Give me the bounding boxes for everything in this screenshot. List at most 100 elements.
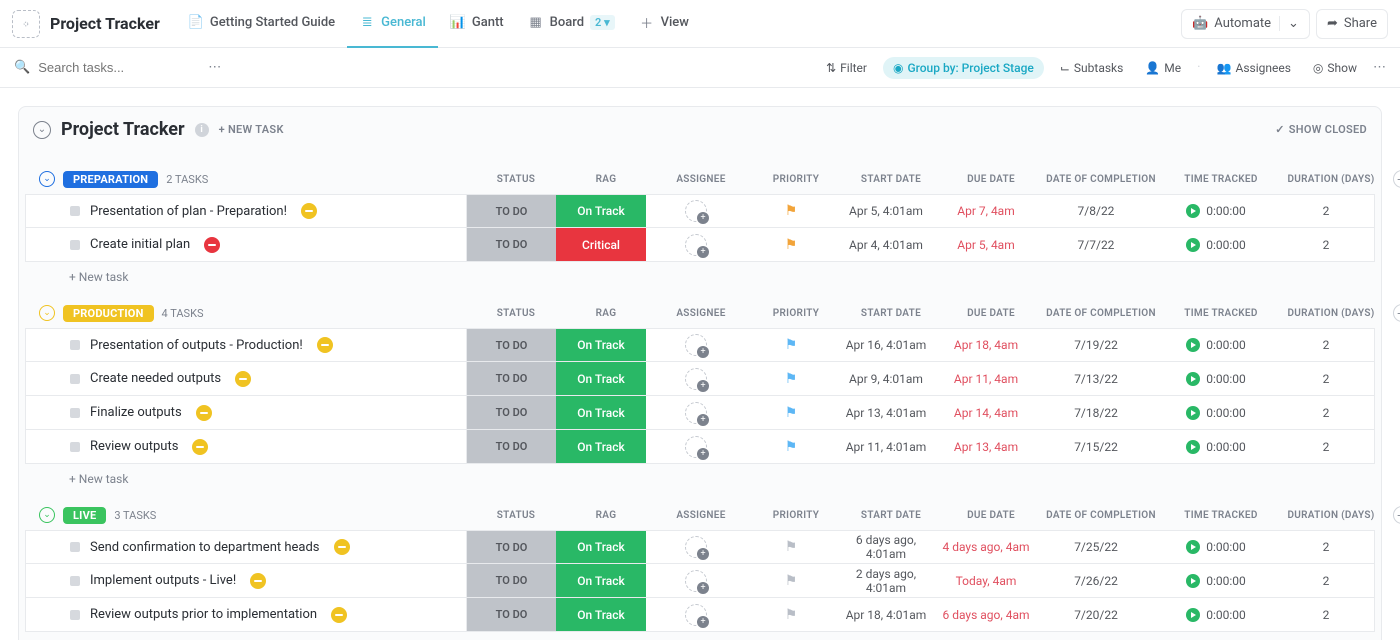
completion-date[interactable]: 7/20/22 (1036, 608, 1156, 622)
priority-flag-icon[interactable]: ⚑ (785, 607, 798, 623)
assignee-add-icon[interactable] (685, 334, 707, 356)
rag-cell[interactable]: On Track (556, 598, 646, 631)
due-date[interactable]: Apr 14, 4am (936, 406, 1036, 420)
task-name[interactable]: Presentation of plan - Preparation! (90, 204, 287, 219)
col-due[interactable]: DUE DATE (941, 308, 1041, 319)
duration[interactable]: 2 (1276, 406, 1376, 420)
task-row[interactable]: Create initial planTO DOCritical⚑Apr 4, … (25, 228, 1375, 262)
rag-cell[interactable]: On Track (556, 195, 646, 227)
time-tracked[interactable]: 0:00:00 (1156, 406, 1276, 420)
view-tab-getting-started-guide[interactable]: 📄Getting Started Guide (176, 0, 347, 48)
col-completion[interactable]: DATE OF COMPLETION (1041, 308, 1161, 319)
duration[interactable]: 2 (1276, 204, 1376, 218)
status-cell[interactable]: TO DO (466, 430, 556, 463)
status-square-icon[interactable] (70, 240, 80, 250)
start-date[interactable]: 6 days ago, 4:01am (836, 533, 936, 561)
task-name[interactable]: Create initial plan (90, 237, 190, 252)
task-badge-icon[interactable] (196, 405, 212, 421)
due-date[interactable]: Apr 5, 4am (936, 238, 1036, 252)
assignee-add-icon[interactable] (685, 368, 707, 390)
task-name[interactable]: Create needed outputs (90, 371, 221, 386)
stage-pill[interactable]: LIVE (63, 507, 106, 524)
task-badge-icon[interactable] (204, 237, 220, 253)
rag-cell[interactable]: On Track (556, 430, 646, 463)
start-date[interactable]: Apr 18, 4:01am (836, 608, 936, 622)
col-due[interactable]: DUE DATE (941, 174, 1041, 185)
view-tab-gantt[interactable]: 📊Gantt (438, 0, 516, 48)
assignee-add-icon[interactable] (685, 200, 707, 222)
play-icon[interactable] (1186, 608, 1200, 622)
search-input[interactable] (38, 60, 198, 75)
view-tab-board[interactable]: ▦Board2 ▾ (516, 0, 627, 48)
time-tracked[interactable]: 0:00:00 (1156, 238, 1276, 252)
new-task-top-button[interactable]: + NEW TASK (219, 123, 284, 136)
start-date[interactable]: Apr 11, 4:01am (836, 440, 936, 454)
info-icon[interactable]: i (195, 123, 209, 137)
rag-cell[interactable]: On Track (556, 564, 646, 597)
completion-date[interactable]: 7/13/22 (1036, 372, 1156, 386)
start-date[interactable]: Apr 5, 4:01am (836, 204, 936, 218)
col-duration[interactable]: DURATION (DAYS) (1281, 510, 1381, 521)
due-date[interactable]: Apr 7, 4am (936, 204, 1036, 218)
view-tab-view[interactable]: ＋View (627, 0, 701, 48)
task-row[interactable]: Implement outputs - Live!TO DOOn Track⚑2… (25, 564, 1375, 598)
time-tracked[interactable]: 0:00:00 (1156, 440, 1276, 454)
col-due[interactable]: DUE DATE (941, 510, 1041, 521)
col-status[interactable]: STATUS (471, 510, 561, 521)
duration[interactable]: 2 (1276, 238, 1376, 252)
completion-date[interactable]: 7/19/22 (1036, 338, 1156, 352)
task-name[interactable]: Finalize outputs (90, 405, 182, 420)
share-button[interactable]: ➦ Share (1316, 9, 1388, 39)
task-row[interactable]: Review outputs prior to implementationTO… (25, 598, 1375, 632)
search-icon[interactable]: 🔍 (14, 60, 30, 75)
start-date[interactable]: Apr 4, 4:01am (836, 238, 936, 252)
play-icon[interactable] (1186, 540, 1200, 554)
col-priority[interactable]: PRIORITY (751, 510, 841, 521)
priority-flag-icon[interactable]: ⚑ (785, 203, 798, 219)
task-name[interactable]: Presentation of outputs - Production! (90, 338, 303, 353)
col-start[interactable]: START DATE (841, 174, 941, 185)
due-date[interactable]: Today, 4am (936, 574, 1036, 588)
task-name[interactable]: Review outputs (90, 439, 178, 454)
collapse-group-icon[interactable]: ⌄ (39, 171, 55, 187)
col-status[interactable]: STATUS (471, 308, 561, 319)
stage-pill[interactable]: PRODUCTION (63, 305, 154, 322)
assignee-add-icon[interactable] (685, 570, 707, 592)
priority-flag-icon[interactable]: ⚑ (785, 439, 798, 455)
subtasks-button[interactable]: ⌙ Subtasks (1054, 57, 1129, 79)
task-row[interactable]: Send confirmation to department heads TO … (25, 530, 1375, 564)
status-cell[interactable]: TO DO (466, 531, 556, 563)
rag-cell[interactable]: On Track (556, 531, 646, 563)
col-rag[interactable]: RAG (561, 510, 651, 521)
completion-date[interactable]: 7/25/22 (1036, 540, 1156, 554)
show-closed-button[interactable]: ✓ SHOW CLOSED (1275, 123, 1367, 136)
task-name[interactable]: Review outputs prior to implementation (90, 607, 317, 622)
start-date[interactable]: Apr 13, 4:01am (836, 406, 936, 420)
play-icon[interactable] (1186, 204, 1200, 218)
col-time[interactable]: TIME TRACKED (1161, 174, 1281, 185)
col-assignee[interactable]: ASSIGNEE (651, 308, 751, 319)
status-cell[interactable]: TO DO (466, 195, 556, 227)
groupby-pill[interactable]: ◉ Group by: Project Stage (883, 57, 1044, 79)
due-date[interactable]: 6 days ago, 4am (936, 608, 1036, 622)
assignee-add-icon[interactable] (685, 536, 707, 558)
col-start[interactable]: START DATE (841, 510, 941, 521)
workspace-icon[interactable] (12, 10, 40, 38)
col-priority[interactable]: PRIORITY (751, 308, 841, 319)
task-name[interactable]: Send confirmation to department heads (90, 540, 320, 555)
assignee-add-icon[interactable] (685, 234, 707, 256)
rag-cell[interactable]: On Track (556, 329, 646, 361)
time-tracked[interactable]: 0:00:00 (1156, 204, 1276, 218)
task-badge-icon[interactable] (331, 607, 347, 623)
col-status[interactable]: STATUS (471, 174, 561, 185)
play-icon[interactable] (1186, 238, 1200, 252)
status-square-icon[interactable] (70, 408, 80, 418)
task-badge-icon[interactable] (235, 371, 251, 387)
add-column-icon[interactable]: ＋ (1393, 506, 1400, 524)
due-date[interactable]: Apr 11, 4am (936, 372, 1036, 386)
col-rag[interactable]: RAG (561, 174, 651, 185)
task-row[interactable]: Presentation of outputs - Production!TO … (25, 328, 1375, 362)
new-task-button[interactable]: + New task (25, 262, 1375, 284)
add-column-icon[interactable]: ＋ (1393, 170, 1400, 188)
me-button[interactable]: 👤 Me (1139, 57, 1187, 79)
